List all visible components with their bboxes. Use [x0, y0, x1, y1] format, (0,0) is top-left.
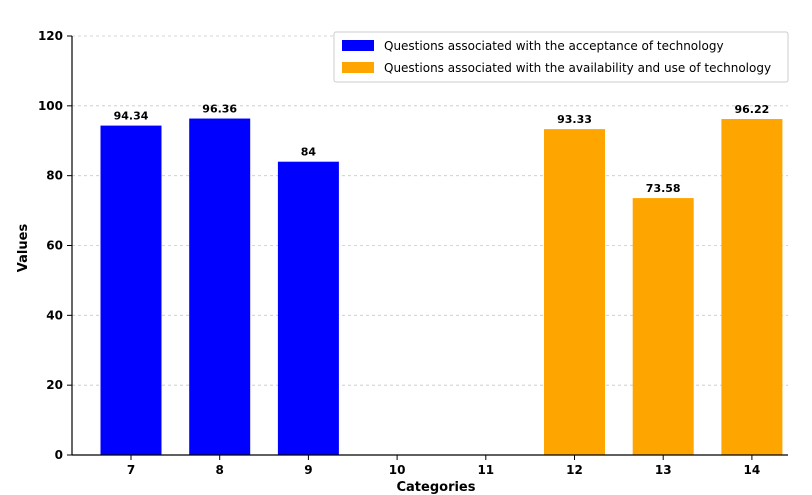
legend-box — [333, 31, 789, 83]
legend-swatch-acceptance — [342, 40, 374, 51]
bar-value-label: 73.58 — [646, 182, 681, 195]
legend-label-acceptance: Questions associated with the acceptance… — [384, 39, 724, 53]
x-tick-label: 10 — [389, 463, 406, 477]
bar-value-label: 96.36 — [202, 103, 237, 116]
x-tick-label: 12 — [566, 463, 583, 477]
x-tick-label: 7 — [127, 463, 135, 477]
bar — [632, 198, 694, 455]
x-tick-label: 11 — [477, 463, 494, 477]
axes: 0 20 40 60 80 100 120 7 8 9 10 11 12 13 14 — [38, 29, 788, 477]
bar-value-label: 93.33 — [557, 113, 592, 126]
bar — [721, 119, 783, 455]
y-tick-label: 0 — [55, 448, 63, 462]
x-axis-title: Categories — [396, 480, 475, 495]
bar-value-label: 94.34 — [114, 110, 149, 123]
x-tick-label: 13 — [655, 463, 672, 477]
legend: Questions associated with the acceptance… — [333, 31, 789, 83]
bar-value-label: 96.22 — [735, 103, 770, 116]
bar — [544, 129, 605, 456]
y-axis-title: Values — [16, 224, 31, 273]
bar — [189, 118, 251, 455]
legend-swatch-availability — [342, 62, 374, 73]
bar — [277, 161, 339, 455]
y-tick-label: 60 — [46, 239, 63, 253]
x-tick-label: 9 — [304, 463, 312, 477]
y-tick-label: 120 — [38, 29, 63, 43]
bars — [100, 118, 783, 456]
y-tick-label: 20 — [46, 378, 63, 392]
bar — [100, 125, 162, 456]
y-tick-label: 80 — [46, 169, 63, 183]
y-tick-label: 100 — [38, 99, 63, 113]
bar-value-label: 84 — [301, 146, 317, 159]
y-tick-label: 40 — [46, 308, 63, 322]
legend-label-availability: Questions associated with the availabili… — [384, 61, 771, 75]
data-labels: 94.34 96.36 84 93.33 73.58 96.22 — [114, 103, 770, 196]
x-tick-label: 14 — [744, 463, 761, 477]
x-tick-label: 8 — [216, 463, 224, 477]
